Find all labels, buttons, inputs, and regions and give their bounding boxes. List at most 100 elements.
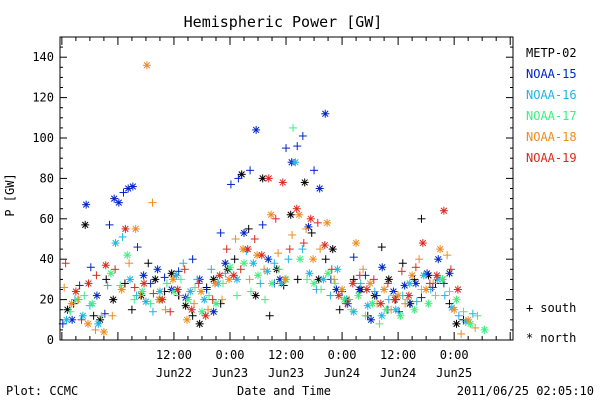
x-tick-label-time: 12:00 xyxy=(268,348,304,362)
south-point xyxy=(443,251,452,260)
north-point xyxy=(390,295,399,304)
north-point xyxy=(452,319,461,328)
north-point xyxy=(380,285,389,294)
south-point xyxy=(180,265,189,274)
south-point xyxy=(341,299,350,308)
north-point xyxy=(367,315,376,324)
south-point xyxy=(204,291,213,300)
north-point xyxy=(84,279,93,288)
north-point xyxy=(169,275,178,284)
south-point xyxy=(193,275,202,284)
south-point xyxy=(261,295,270,304)
north-point xyxy=(295,210,304,219)
north-point xyxy=(450,305,459,314)
north-point xyxy=(126,275,135,284)
marker-symbol: * xyxy=(526,331,533,345)
x-tick-label-date: Jun25 xyxy=(436,366,472,380)
south-point xyxy=(387,305,396,314)
north-point xyxy=(436,245,445,254)
south-point xyxy=(221,269,230,278)
marker-legend-entry: + south xyxy=(526,301,576,315)
south-point xyxy=(136,291,145,300)
north-point xyxy=(352,239,361,248)
marker-legend: + south * north xyxy=(526,301,576,345)
y-axis: 0 20 40 60 80 100 120 140 xyxy=(32,36,513,347)
x-axis-label: Date and Time xyxy=(237,384,331,398)
south-point xyxy=(161,305,170,314)
south-point xyxy=(445,287,454,296)
north-point xyxy=(81,220,90,229)
north-point xyxy=(408,271,417,280)
north-point xyxy=(323,218,332,227)
x-tick-label-time: 0:00 xyxy=(328,348,357,362)
y-tick-label: 140 xyxy=(32,50,54,64)
south-point xyxy=(111,265,120,274)
north-point xyxy=(240,228,249,237)
north-point xyxy=(209,307,218,316)
chart-title: Hemispheric Power [GW] xyxy=(184,13,383,31)
south-point xyxy=(77,315,86,324)
north-point xyxy=(142,61,151,70)
north-point xyxy=(109,295,118,304)
south-point xyxy=(218,295,227,304)
north-point xyxy=(384,275,393,284)
south-point xyxy=(425,279,434,288)
x-tick-label-date: Jun23 xyxy=(268,366,304,380)
north-point xyxy=(200,295,209,304)
y-tick-label: 100 xyxy=(32,131,54,145)
south-point xyxy=(459,307,468,316)
north-point xyxy=(418,239,427,248)
north-point xyxy=(355,285,364,294)
north-point xyxy=(92,291,101,300)
north-point xyxy=(405,279,414,288)
legend-entry: NOAA-15 xyxy=(526,67,577,81)
north-point xyxy=(410,305,419,314)
north-point xyxy=(334,291,343,300)
south-point xyxy=(260,265,269,274)
south-point xyxy=(194,279,203,288)
south-point xyxy=(188,311,197,320)
north-point xyxy=(123,251,132,260)
north-point xyxy=(211,279,220,288)
south-point xyxy=(347,305,356,314)
north-point xyxy=(173,285,182,294)
south-point xyxy=(401,299,410,308)
south-point xyxy=(188,255,197,264)
north-point xyxy=(131,224,140,233)
north-point xyxy=(394,291,403,300)
south-point xyxy=(60,283,69,292)
north-point xyxy=(319,275,328,284)
south-point xyxy=(105,220,114,229)
north-point xyxy=(480,325,489,334)
south-point xyxy=(345,295,354,304)
south-point xyxy=(102,275,111,284)
north-point xyxy=(286,210,295,219)
south-point xyxy=(445,299,454,308)
south-point xyxy=(359,265,368,274)
north-point xyxy=(158,295,167,304)
south-point xyxy=(284,255,293,264)
north-point xyxy=(292,204,301,213)
x-axis: 12:00 Jun22 0:00 Jun23 12:00 Jun23 0:00 Jun24 12… xyxy=(61,37,511,380)
south-point xyxy=(274,249,283,258)
south-point xyxy=(316,245,325,254)
y-tick-label: 0 xyxy=(47,333,54,347)
south-point xyxy=(125,259,134,268)
north-point xyxy=(186,287,195,296)
north-point xyxy=(404,291,413,300)
south-point xyxy=(166,307,175,316)
x-tick-label-time: 12:00 xyxy=(380,348,416,362)
south-point xyxy=(148,198,157,207)
north-point xyxy=(84,319,93,328)
south-point xyxy=(202,285,211,294)
south-point xyxy=(66,307,75,316)
south-point xyxy=(356,279,365,288)
south-point xyxy=(321,255,330,264)
north-point xyxy=(439,206,448,215)
north-point xyxy=(321,109,330,118)
legend-entry: NOAA-17 xyxy=(526,109,577,123)
legend-entry: NOAA-19 xyxy=(526,151,577,165)
south-point xyxy=(298,131,307,140)
south-point xyxy=(148,307,157,316)
x-tick-label-time: 0:00 xyxy=(216,348,245,362)
